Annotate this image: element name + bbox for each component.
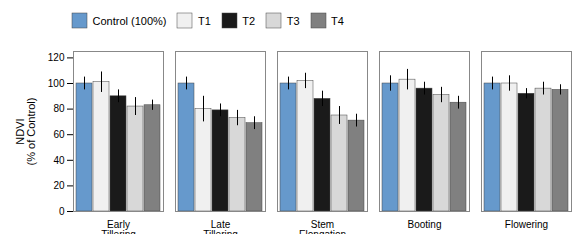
svg-text:StemElongation: StemElongation [299,219,346,234]
svg-text:20: 20 [53,180,65,191]
svg-text:0: 0 [59,206,65,217]
html-text:T3: T3 [286,14,300,27]
svg-text:100: 100 [48,78,65,89]
svg-text:Booting: Booting [408,219,442,230]
svg-text:120: 120 [48,52,65,63]
svg-text:80: 80 [53,103,65,114]
svg-text:EarlyTillering: EarlyTillering [101,219,136,234]
svg-text:40: 40 [53,155,65,166]
html-text:T1: T1 [198,14,211,27]
svg-text:Flowering: Flowering [505,219,548,230]
svg-text:LateTillering: LateTillering [203,219,238,234]
svg-text:60: 60 [53,129,65,140]
html-text:T4: T4 [331,14,344,27]
html-text:Control (100%): Control (100%) [92,14,167,27]
svg-text:NDVI(% of Control): NDVI(% of Control) [14,98,37,166]
html-text:T2: T2 [242,14,256,27]
